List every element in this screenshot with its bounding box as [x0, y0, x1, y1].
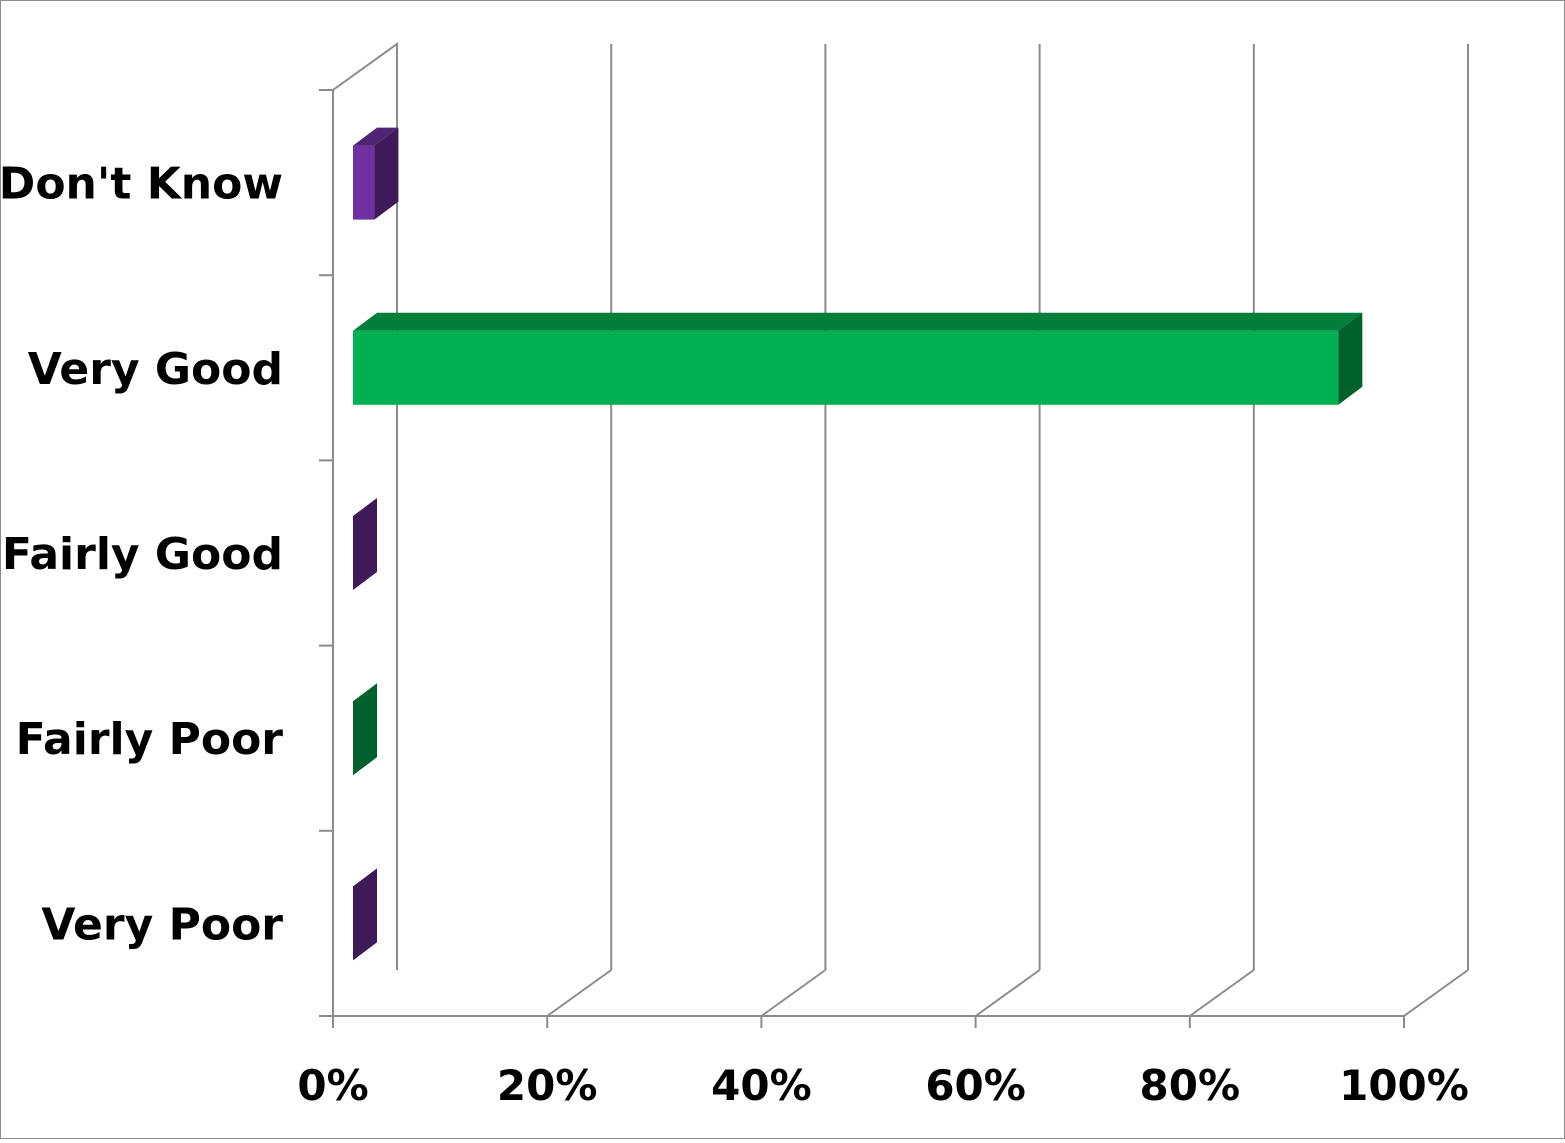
x-tick-label: 20%	[497, 1061, 598, 1110]
bar-front	[353, 330, 1339, 405]
bar-side	[353, 498, 377, 590]
x-tick-label: 0%	[297, 1061, 368, 1110]
bar-side	[353, 868, 377, 961]
side-wall	[332, 42, 398, 1016]
bar-don-t-know	[353, 127, 399, 220]
bar-side	[1338, 312, 1363, 405]
y-category-label: Don't Know	[1, 159, 283, 210]
bar-fairly-good	[353, 498, 377, 590]
y-category-label: Fairly Good	[2, 529, 283, 580]
bar-fairly-poor	[353, 683, 377, 776]
x-tick-label: 40%	[711, 1061, 812, 1110]
chart-bars	[353, 127, 1363, 961]
y-category-label: Very Poor	[41, 899, 283, 950]
bar-top	[353, 312, 1363, 331]
floor-gridline	[1189, 969, 1255, 1017]
y-category-label: Very Good	[28, 344, 283, 395]
floor-gridline	[975, 969, 1041, 1017]
x-tick-label: 80%	[1140, 1061, 1241, 1110]
bar-very-poor	[353, 868, 377, 961]
floor-gridline	[546, 969, 612, 1017]
bar-side	[353, 683, 377, 776]
bar-top	[353, 127, 399, 146]
x-tick-label: 100%	[1339, 1061, 1469, 1110]
bar-side	[374, 127, 399, 220]
y-category-label: Fairly Poor	[16, 714, 284, 765]
floor-gridline	[1403, 969, 1469, 1017]
floor-gridline	[760, 969, 826, 1017]
bar-front	[353, 145, 375, 220]
bar-very-good	[353, 312, 1363, 405]
x-tick-label: 60%	[925, 1061, 1026, 1110]
chart-walls	[319, 42, 1469, 1028]
chart-labels: 0% 20% 40% 60% 80% 100% Don't Know Very Good Fai…	[0, 159, 1469, 1110]
